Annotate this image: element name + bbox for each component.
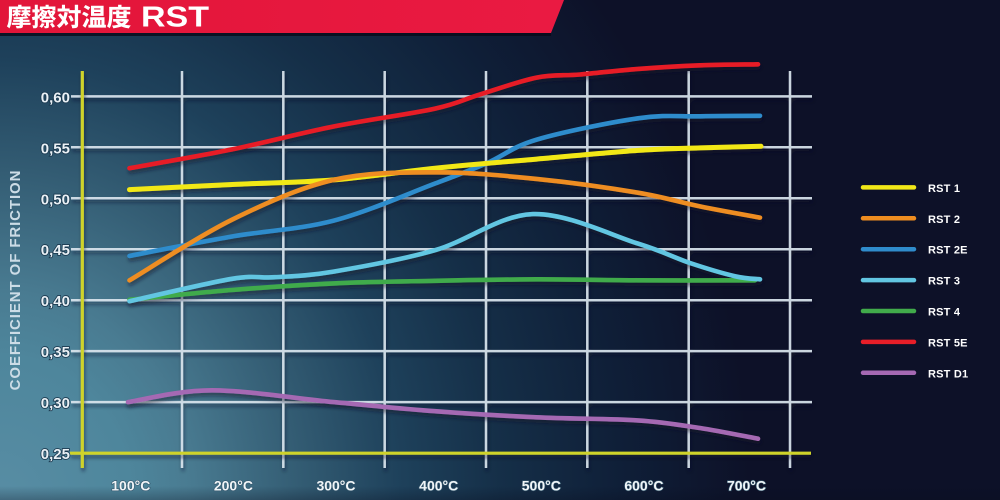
- svg-text:0,50: 0,50: [41, 191, 70, 208]
- svg-text:0,45: 0,45: [41, 242, 70, 259]
- svg-text:RST 2: RST 2: [928, 214, 960, 226]
- svg-text:RST 4: RST 4: [928, 307, 961, 319]
- svg-text:0,30: 0,30: [41, 395, 70, 412]
- svg-text:RST 2E: RST 2E: [928, 245, 968, 257]
- svg-text:0,40: 0,40: [41, 293, 70, 310]
- svg-text:RST: RST: [141, 2, 209, 34]
- svg-text:RST 3: RST 3: [928, 276, 960, 288]
- svg-text:300°C: 300°C: [316, 478, 355, 494]
- svg-text:500°C: 500°C: [522, 478, 561, 494]
- svg-text:400°C: 400°C: [419, 478, 458, 494]
- svg-text:600°C: 600°C: [624, 478, 663, 494]
- svg-text:0,60: 0,60: [41, 89, 70, 106]
- svg-text:RST 5E: RST 5E: [928, 337, 968, 349]
- svg-text:200°C: 200°C: [214, 478, 253, 494]
- svg-text:100°C: 100°C: [111, 478, 150, 494]
- svg-text:0,25: 0,25: [41, 446, 70, 463]
- svg-text:RST D1: RST D1: [928, 368, 968, 380]
- svg-text:0,35: 0,35: [41, 344, 70, 361]
- svg-text:COEFFICIENT OF FRICTION: COEFFICIENT OF FRICTION: [7, 170, 24, 391]
- svg-text:0,55: 0,55: [41, 140, 70, 157]
- svg-text:RST 1: RST 1: [928, 183, 960, 195]
- svg-text:700°C: 700°C: [727, 478, 766, 494]
